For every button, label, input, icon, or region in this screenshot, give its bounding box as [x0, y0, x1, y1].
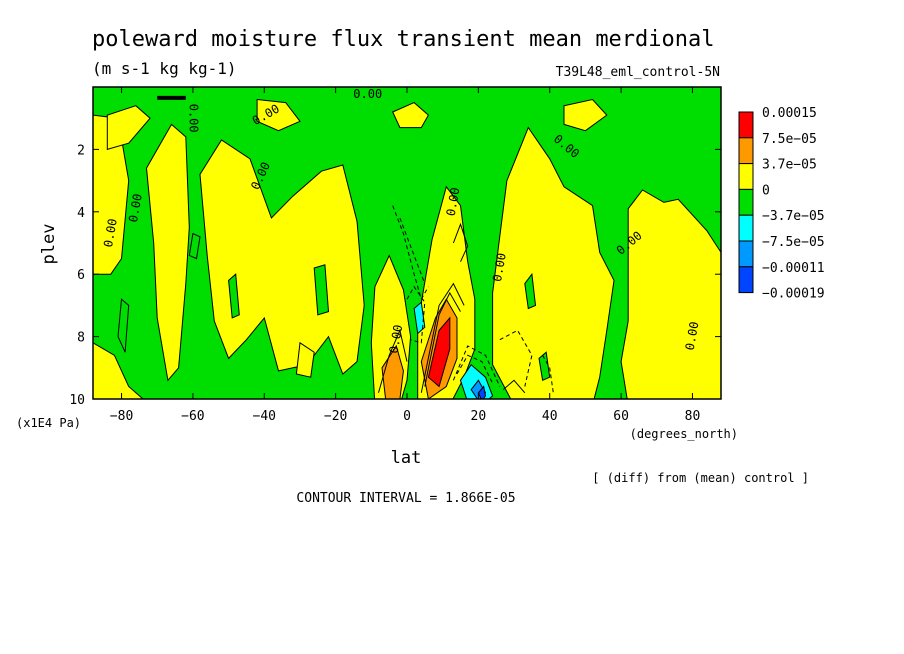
positive-weak-region: [492, 126, 615, 399]
darkblue-core: [477, 385, 487, 399]
negative-weak-island: [313, 264, 330, 316]
positive-contour-line: [378, 328, 408, 393]
positive-contours: [157, 95, 526, 394]
negative-weak-island: [188, 232, 201, 260]
positive-weak-region: [106, 105, 151, 151]
y-axis-units: (x1E4 Pa): [16, 416, 81, 430]
x-tick-label: −80: [110, 409, 133, 424]
x-tick-label: 20: [471, 409, 487, 424]
positive-weak-region: [392, 102, 430, 129]
diff-note: [ (diff) from (mean) control ]: [592, 471, 809, 485]
contour-label: 0.00: [444, 186, 463, 217]
colorbar-swatch: [738, 240, 754, 268]
colorbar-label: 0: [762, 183, 770, 198]
positive-weak-region: [93, 342, 144, 399]
x-axis: −80 −60 −40 −20 0 20 40 60 80: [110, 87, 700, 424]
contour-label: 0.00: [683, 320, 702, 351]
contour-interval-text: CONTOUR INTERVAL = 1.866E-05: [296, 491, 515, 506]
colorbar-label: −3.7e−05: [762, 209, 825, 224]
colorbar-swatch: [738, 214, 754, 242]
y-tick-label: 4: [77, 206, 85, 221]
colorbar-label: 3.7e−05: [762, 158, 817, 173]
positive-weak-region: [199, 139, 365, 375]
units-label: (m s-1 kg kg-1): [92, 59, 237, 78]
y-axis-label: plev: [39, 224, 59, 265]
x-tick-label: 60: [613, 409, 629, 424]
negative-contour-line: [456, 354, 494, 384]
colorbar-label: −0.00011: [762, 261, 825, 276]
contour-label: 0.00: [387, 324, 406, 355]
y-tick-label: 2: [77, 143, 85, 158]
orange-core-left: [381, 344, 404, 399]
negative-contour-line: [392, 205, 429, 301]
contour-label: 0.00: [353, 87, 382, 101]
contour-label: 0.00: [186, 104, 200, 133]
contour-label: 0.00: [126, 193, 145, 224]
colorbar-label: −0.00019: [762, 287, 825, 302]
contour-label: 0.00: [490, 252, 509, 283]
colorbar-label: 0.00015: [762, 106, 817, 121]
positive-weak-region: [295, 341, 315, 378]
positive-weak-region: [256, 98, 301, 132]
positive-contour-line: [452, 222, 469, 262]
negative-contour-line: [499, 329, 533, 387]
y-tick-label: 10: [69, 393, 85, 408]
colorbar-label: −7.5e−05: [762, 235, 825, 250]
run-label: T39L48_eml_control-5N: [556, 65, 720, 80]
colorbar-swatch: [738, 111, 754, 139]
x-tick-label: 40: [542, 409, 558, 424]
colorbar-swatch: [738, 266, 754, 294]
chart-title: poleward moisture flux transient mean me…: [92, 27, 715, 52]
colorbar-label: 7.5e−05: [762, 132, 817, 147]
contour-label: 0.00: [101, 217, 120, 248]
y-tick-label: 8: [77, 331, 85, 346]
negative-weak-island: [228, 273, 240, 319]
positive-contour-line: [502, 379, 526, 394]
x-tick-label: −40: [253, 409, 276, 424]
positive-contour-line: [420, 282, 465, 393]
positive-contour-line: [424, 291, 461, 387]
colorbar-swatch: [738, 163, 754, 190]
negative-contour-line: [542, 355, 554, 393]
x-tick-label: 0: [403, 409, 411, 424]
negative-weak-island: [117, 298, 130, 353]
colorbar: 0.00015 7.5e−05 3.7e−05 0 −3.7e−05 −7.5e−05 −0…: [738, 106, 825, 302]
x-axis-label: lat: [391, 448, 422, 468]
y-tick-label: 6: [77, 268, 85, 283]
negative-weak-island: [538, 351, 551, 382]
x-tick-label: −60: [181, 409, 204, 424]
x-tick-label: 80: [685, 409, 701, 424]
x-tick-label: −20: [324, 409, 347, 424]
colorbar-swatch: [738, 137, 754, 165]
negative-contour-line: [406, 285, 426, 344]
positive-weak-regions: [93, 98, 721, 399]
x-axis-units: (degrees_north): [630, 427, 738, 441]
positive-weak-region: [620, 189, 721, 399]
positive-weak-region: [145, 123, 190, 382]
positive-weak-region: [563, 98, 608, 132]
y-axis: 2 4 6 8 10: [69, 143, 721, 408]
cyan-core-upper: [413, 301, 426, 335]
colorbar-swatch: [738, 188, 754, 216]
strong-anomaly-regions: [381, 298, 494, 399]
negative-weak-island: [524, 272, 537, 310]
plot-area: 0.000.000.00 0.000.000.000.000.000.000.00…: [93, 87, 721, 399]
negative-contours: [392, 205, 554, 393]
red-core: [427, 316, 451, 388]
